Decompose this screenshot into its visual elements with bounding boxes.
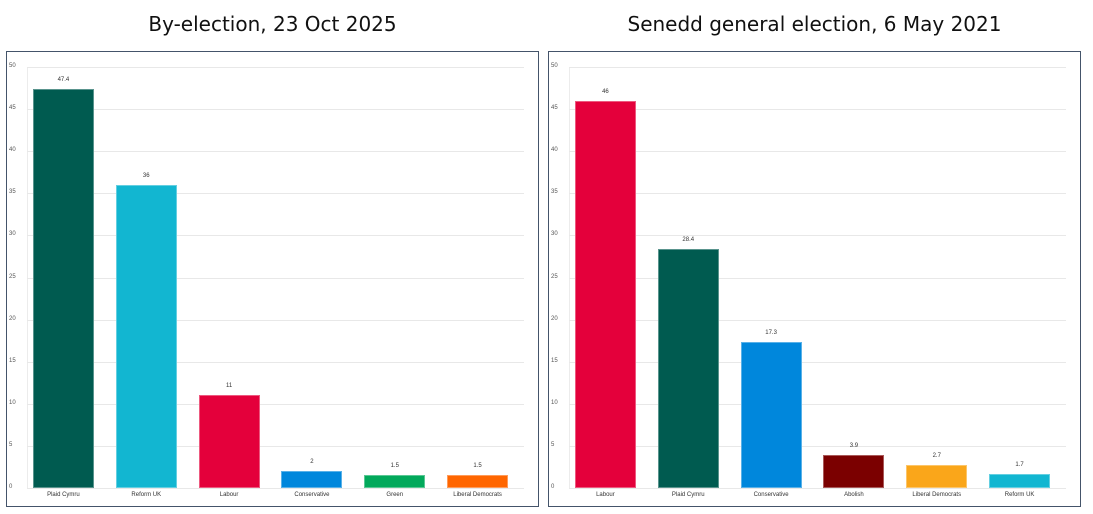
bar-reform-uk[interactable] xyxy=(115,184,177,488)
chart-panel-left: 47.4 Plaid Cymru 36 Reform UK 11 Labour 2 Conse… xyxy=(6,51,539,507)
gridline xyxy=(569,67,1066,68)
bar-value-label: 11 xyxy=(225,383,233,390)
gridline xyxy=(569,109,1066,111)
bar-value-label: 2 xyxy=(310,459,314,466)
bar-green[interactable] xyxy=(364,475,426,488)
x-tick-label: Reform UK xyxy=(131,492,162,498)
chart-title-right: Senedd general election, 6 May 2021 xyxy=(627,12,1002,36)
bar-plaid-cymru[interactable] xyxy=(32,88,94,488)
x-tick-label: Liberal Democrats xyxy=(912,492,962,498)
bar-labour[interactable] xyxy=(198,395,260,488)
x-tick-label: Labour xyxy=(219,492,239,498)
gridline xyxy=(27,319,524,321)
y-tick-label: 50 xyxy=(9,63,16,69)
gridline xyxy=(27,67,524,68)
bar-value-label: 2.7 xyxy=(932,453,941,460)
y-tick-label: 15 xyxy=(551,357,558,364)
bar-conservative[interactable] xyxy=(740,342,802,488)
y-tick-label: 30 xyxy=(9,231,16,238)
gridline xyxy=(27,488,524,489)
gridline xyxy=(27,403,524,405)
bar-value-label: 3.9 xyxy=(849,443,859,450)
bar-liberal-democrats[interactable] xyxy=(447,475,509,488)
x-tick-label: Abolish xyxy=(844,492,864,498)
gridline xyxy=(27,109,524,111)
y-tick-label: 50 xyxy=(551,63,558,69)
gridline xyxy=(569,151,1066,153)
y-tick-label: 35 xyxy=(551,189,558,196)
bar-value-label: 1.7 xyxy=(1015,461,1024,468)
bar-reform-uk[interactable] xyxy=(989,473,1051,488)
bar-value-label: 36 xyxy=(142,172,150,179)
gridline xyxy=(27,193,524,195)
bar-value-label: 28.4 xyxy=(682,236,695,243)
x-tick-label: Conservative xyxy=(294,492,330,498)
y-tick-label: 0 xyxy=(551,484,555,490)
x-tick-label: Conservative xyxy=(753,492,789,498)
bar-labour[interactable] xyxy=(574,100,636,488)
gridline xyxy=(27,277,524,279)
y-tick-label: 5 xyxy=(551,441,555,448)
gridline xyxy=(27,235,524,237)
chart-panel-right: 46 Labour 28.4 Plaid Cymru 17.3 Conservative 3… xyxy=(548,51,1081,507)
gridline xyxy=(27,151,524,153)
bar-abolish[interactable] xyxy=(823,455,885,488)
plot-area: 46 Labour 28.4 Plaid Cymru 17.3 Conservative 3… xyxy=(569,67,1066,498)
chart-title-left: By-election, 23 Oct 2025 xyxy=(148,12,397,36)
y-tick-label: 20 xyxy=(551,315,558,322)
gridline xyxy=(569,488,1066,489)
x-tick-label: Plaid Cymru xyxy=(671,492,705,498)
bar-value-label: 17.3 xyxy=(765,330,777,337)
bar-value-label: 47.4 xyxy=(57,76,70,83)
y-tick-label: 20 xyxy=(9,315,16,322)
y-tick-label: 45 xyxy=(9,105,16,112)
gridline xyxy=(569,403,1066,405)
x-tick-label: Reform UK xyxy=(1004,492,1035,498)
y-tick-label: 25 xyxy=(9,273,16,280)
x-tick-label: Liberal Democrats xyxy=(453,492,502,498)
gridline xyxy=(569,319,1066,321)
bar-value-label: 1.5 xyxy=(390,463,399,470)
gridline xyxy=(569,361,1066,363)
y-tick-label: 0 xyxy=(9,484,13,490)
y-tick-label: 40 xyxy=(9,147,16,154)
x-tick-label: Green xyxy=(386,492,404,498)
y-tick-label: 10 xyxy=(551,399,558,406)
bar-value-label: 46 xyxy=(602,88,609,95)
bar-conservative[interactable] xyxy=(281,471,343,488)
x-tick-label: Labour xyxy=(596,492,615,498)
gridline xyxy=(27,445,524,447)
y-tick-label: 5 xyxy=(9,441,13,448)
gridline xyxy=(569,193,1066,195)
bar-value-label: 1.5 xyxy=(473,463,482,470)
y-tick-label: 45 xyxy=(551,105,558,112)
bar-liberal-democrats[interactable] xyxy=(906,465,968,488)
y-tick-label: 35 xyxy=(9,189,16,196)
y-tick-label: 25 xyxy=(551,273,558,280)
plot-area: 47.4 Plaid Cymru 36 Reform UK 11 Labour 2 Conse… xyxy=(27,67,524,498)
gridline xyxy=(569,445,1066,447)
y-tick-label: 30 xyxy=(551,231,558,238)
gridline xyxy=(569,277,1066,279)
y-tick-label: 10 xyxy=(9,399,16,406)
y-tick-label: 40 xyxy=(551,147,558,154)
gridline xyxy=(569,235,1066,237)
bar-plaid-cymru[interactable] xyxy=(657,248,719,488)
gridline xyxy=(27,361,524,363)
x-tick-label: Plaid Cymru xyxy=(47,492,80,498)
y-tick-label: 15 xyxy=(9,357,16,364)
